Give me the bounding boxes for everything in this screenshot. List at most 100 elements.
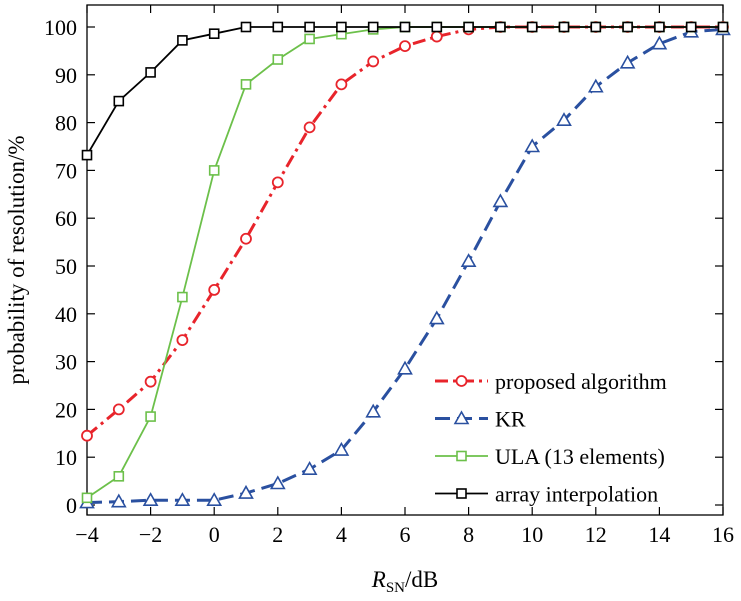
data-point-square <box>113 95 125 107</box>
data-point-triangle <box>524 138 541 153</box>
data-point-triangle <box>238 484 254 499</box>
plot-frame <box>86 4 724 516</box>
legend-label: array interpolation <box>495 482 658 507</box>
data-point-circle <box>208 283 221 296</box>
data-point-square <box>177 35 188 46</box>
data-point-triangle <box>365 403 382 418</box>
x-tick-label: 8 <box>463 522 474 547</box>
legend-entry: ULA (13 elements) <box>435 444 665 469</box>
y-axis-label: probability of resolution/% <box>4 135 29 384</box>
x-tick-label: 0 <box>209 522 220 547</box>
data-point-square <box>336 21 347 33</box>
series-layer <box>79 21 731 509</box>
axis-ticks: 0 10 20 30 40 50 60 70 80 90 100 −4 −2 0 2 4 6 8 10 12 14 16 <box>44 5 734 547</box>
data-point-triangle <box>301 461 318 475</box>
x-tick-label: 14 <box>648 522 670 547</box>
y-tick-label: 30 <box>55 350 77 375</box>
data-point-circle <box>271 176 284 189</box>
data-point-square <box>495 21 506 33</box>
data-point-square <box>463 21 474 33</box>
data-point-circle <box>176 334 189 346</box>
x-axis-label-unit: /dB <box>405 567 438 592</box>
data-point-circle <box>455 375 468 387</box>
x-tick-label: 4 <box>336 522 347 547</box>
y-tick-label: 0 <box>66 493 77 518</box>
data-point-circle <box>81 429 93 442</box>
data-point-square <box>208 165 220 176</box>
x-tick-label: 2 <box>272 522 283 547</box>
data-point-square <box>456 450 467 462</box>
data-point-square <box>272 21 284 33</box>
data-point-triangle <box>587 78 604 93</box>
data-point-square <box>717 21 729 33</box>
x-tick-label: 16 <box>712 522 734 547</box>
data-point-square <box>367 21 379 33</box>
y-tick-label: 50 <box>55 254 77 279</box>
data-point-square <box>272 54 284 65</box>
y-tick-label: 20 <box>55 397 77 422</box>
legend: proposed algorithm KR ULA (13 elements) arr… <box>435 369 667 507</box>
data-point-circle <box>335 78 348 91</box>
data-point-triangle <box>333 441 350 456</box>
data-point-square <box>654 21 665 33</box>
data-point-triangle <box>453 410 470 425</box>
y-tick-label: 10 <box>55 445 77 470</box>
data-point-square <box>113 471 125 482</box>
legend-label: proposed algorithm <box>495 369 667 394</box>
data-point-square <box>240 21 252 33</box>
data-point-triangle <box>428 310 445 325</box>
x-tick-label: 12 <box>585 522 607 547</box>
legend-label: KR <box>495 407 526 432</box>
y-tick-label: 40 <box>55 302 77 327</box>
legend-entry: proposed algorithm <box>435 369 667 394</box>
data-point-square <box>590 21 602 33</box>
legend-entry: array interpolation <box>435 482 658 507</box>
data-point-circle <box>303 121 316 134</box>
x-tick-label: −4 <box>75 522 98 547</box>
data-point-triangle <box>110 493 127 508</box>
data-point-triangle <box>174 492 191 507</box>
data-point-square <box>145 67 156 78</box>
data-point-triangle <box>460 253 477 268</box>
data-point-square <box>399 21 411 33</box>
data-point-triangle <box>651 35 668 50</box>
x-tick-label: 6 <box>400 522 411 547</box>
y-tick-label: 100 <box>44 15 77 40</box>
data-point-square <box>431 21 443 33</box>
y-tick-label: 60 <box>55 206 77 231</box>
data-point-square <box>558 21 570 33</box>
data-point-square <box>240 79 252 90</box>
x-tick-label: −2 <box>139 522 162 547</box>
data-point-circle <box>240 232 252 245</box>
data-point-triangle <box>206 492 223 507</box>
data-point-circle <box>430 30 443 43</box>
data-point-triangle <box>492 193 509 208</box>
y-tick-label: 90 <box>55 63 77 88</box>
data-point-square <box>622 21 633 33</box>
data-point-triangle <box>397 360 413 375</box>
data-point-square <box>81 492 93 504</box>
data-point-circle <box>399 40 411 53</box>
data-point-circle <box>112 403 125 416</box>
series-3 <box>81 21 729 161</box>
series-line <box>86 27 724 505</box>
x-axis-label: RSN/dB <box>371 567 438 596</box>
data-point-square <box>304 21 315 33</box>
data-point-square <box>304 33 315 45</box>
data-point-triangle <box>556 112 572 127</box>
data-point-triangle <box>269 475 286 490</box>
data-point-square <box>177 291 188 303</box>
data-point-square <box>456 488 467 499</box>
data-point-square <box>685 21 697 33</box>
x-tick-label: 10 <box>521 522 543 547</box>
y-tick-label: 80 <box>55 111 77 136</box>
data-point-circle <box>367 55 380 68</box>
data-point-triangle <box>619 54 636 69</box>
data-point-square <box>526 21 538 33</box>
data-point-square <box>81 149 93 161</box>
data-point-triangle <box>142 492 159 507</box>
data-point-square <box>208 28 220 39</box>
y-tick-label: 70 <box>55 158 77 183</box>
data-point-circle <box>144 375 157 388</box>
